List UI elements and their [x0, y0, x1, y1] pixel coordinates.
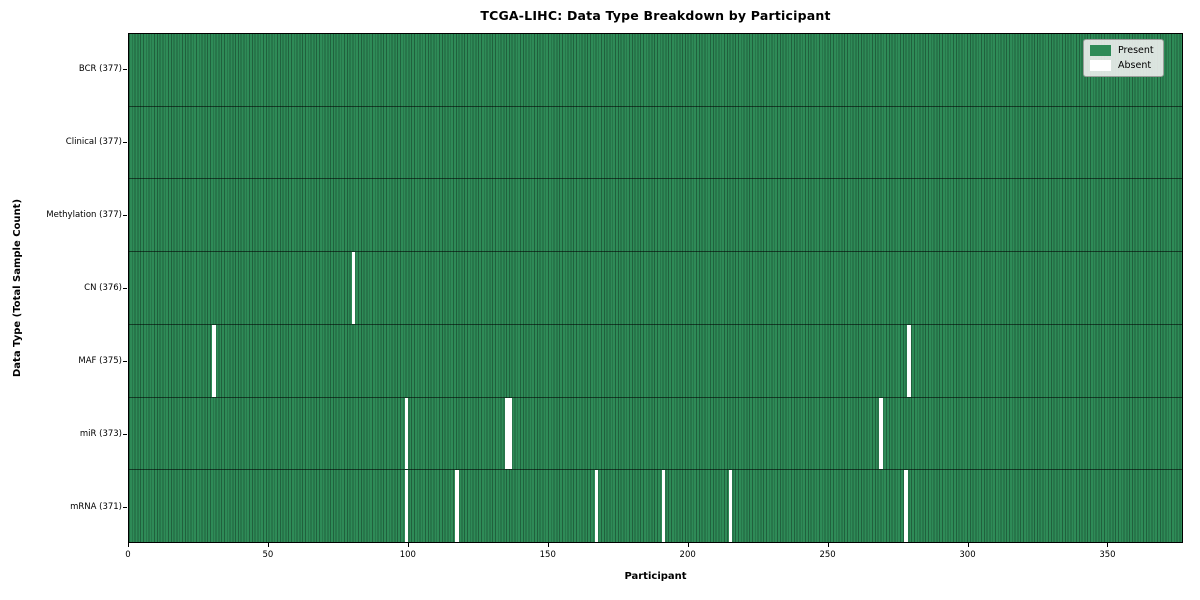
chart-title: TCGA-LIHC: Data Type Breakdown by Partic…: [480, 8, 831, 23]
absent-gap-mRNA-215: [728, 470, 733, 543]
xtick-label-50: 50: [262, 550, 274, 560]
absent-gap-MAF-279: [907, 324, 911, 397]
heatmap-row-mRNA: [129, 470, 1182, 543]
xtick-mark-250: [827, 543, 829, 547]
xtick-mark-300: [967, 543, 969, 547]
xtick-mark-100: [407, 543, 409, 547]
xtick-mark-350: [1107, 543, 1109, 547]
ytick-label-MAF: MAF (375): [78, 355, 122, 366]
absent-swatch: [1090, 60, 1111, 71]
ytick-label-BCR: BCR (377): [78, 64, 122, 75]
xtick-label-200: 200: [679, 550, 696, 560]
xtick-mark-50: [267, 543, 269, 547]
ytick-mark-BCR: [123, 69, 127, 71]
absent-gap-mRNA-278: [904, 470, 908, 543]
xtick-label-150: 150: [539, 550, 556, 560]
heatmap-row-BCR: [129, 34, 1182, 107]
ytick-label-miR: miR (373): [79, 428, 122, 439]
legend-label-absent: Absent: [1118, 60, 1152, 71]
absent-gap-MAF-30: [212, 324, 216, 397]
xtick-label-250: 250: [819, 550, 836, 560]
xtick-label-350: 350: [1099, 550, 1116, 560]
ytick-label-Clinical: Clinical (377): [65, 137, 122, 148]
heatmap-row-Clinical: [129, 106, 1182, 180]
ytick-mark-mRNA: [123, 506, 127, 508]
present-swatch: [1090, 45, 1111, 56]
heatmap-plot: [128, 33, 1183, 543]
y-axis-label: Data Type (Total Sample Count): [12, 198, 23, 378]
absent-gap-mRNA-191: [661, 470, 666, 543]
x-axis-label: Participant: [624, 571, 687, 582]
absent-gap-miR-135: [505, 397, 509, 470]
xtick-mark-0: [128, 543, 129, 547]
legend-item-absent: Absent: [1090, 60, 1154, 71]
legend-box: Present Absent: [1083, 39, 1164, 77]
ytick-label-Methylation: Methylation (377): [46, 210, 122, 221]
heatmap-row-miR: [129, 397, 1182, 471]
ytick-label-mRNA: mRNA (371): [70, 501, 122, 512]
legend-item-present: Present: [1090, 45, 1154, 56]
xtick-label-100: 100: [399, 550, 416, 560]
xtick-label-300: 300: [959, 550, 976, 560]
absent-gap-mRNA-117: [455, 470, 459, 543]
ytick-mark-Clinical: [123, 142, 127, 144]
heatmap-row-Methylation: [129, 179, 1182, 253]
ytick-mark-CN: [123, 288, 127, 289]
absent-gap-mRNA-99: [404, 470, 409, 543]
ytick-mark-miR: [123, 433, 127, 435]
ytick-mark-Methylation: [123, 215, 127, 217]
ytick-mark-MAF: [123, 360, 127, 362]
absent-gap-miR-269: [879, 397, 883, 470]
xtick-mark-150: [547, 543, 549, 547]
absent-gap-miR-136: [508, 397, 512, 470]
legend-label-present: Present: [1118, 45, 1154, 56]
heatmap-row-MAF: [129, 324, 1182, 398]
xtick-mark-200: [687, 543, 689, 547]
xtick-label-0: 0: [125, 550, 131, 560]
ytick-label-CN: CN (376): [84, 283, 122, 293]
absent-gap-CN-80: [351, 252, 356, 324]
heatmap-row-CN: [129, 252, 1182, 325]
absent-gap-mRNA-167: [594, 470, 599, 543]
absent-gap-miR-99: [404, 397, 409, 470]
